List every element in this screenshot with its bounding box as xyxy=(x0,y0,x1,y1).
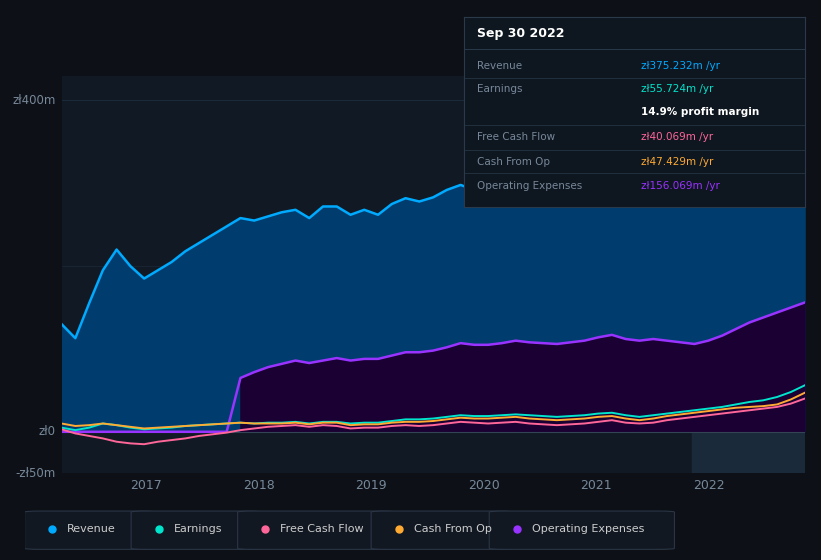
Text: zł47.429m /yr: zł47.429m /yr xyxy=(641,156,713,166)
Text: zł0: zł0 xyxy=(39,425,56,438)
Bar xyxy=(692,76,821,473)
Text: zł40.069m /yr: zł40.069m /yr xyxy=(641,132,713,142)
Text: 14.9% profit margin: 14.9% profit margin xyxy=(641,107,759,117)
FancyBboxPatch shape xyxy=(371,511,514,549)
Text: Free Cash Flow: Free Cash Flow xyxy=(280,524,364,534)
Text: Operating Expenses: Operating Expenses xyxy=(532,524,644,534)
Text: Revenue: Revenue xyxy=(67,524,116,534)
FancyBboxPatch shape xyxy=(489,511,674,549)
Text: zł156.069m /yr: zł156.069m /yr xyxy=(641,181,720,192)
Text: Cash From Op: Cash From Op xyxy=(414,524,492,534)
Text: Sep 30 2022: Sep 30 2022 xyxy=(478,27,565,40)
FancyBboxPatch shape xyxy=(237,511,396,549)
FancyBboxPatch shape xyxy=(131,511,263,549)
Text: Operating Expenses: Operating Expenses xyxy=(478,181,583,192)
Text: Revenue: Revenue xyxy=(478,61,523,71)
FancyBboxPatch shape xyxy=(25,511,156,549)
Text: zł375.232m /yr: zł375.232m /yr xyxy=(641,61,720,71)
Text: Earnings: Earnings xyxy=(173,524,222,534)
Text: zł400m: zł400m xyxy=(12,94,56,107)
Text: -zł50m: -zł50m xyxy=(16,466,56,480)
Text: zł55.724m /yr: zł55.724m /yr xyxy=(641,84,713,94)
Text: Cash From Op: Cash From Op xyxy=(478,156,551,166)
Text: Free Cash Flow: Free Cash Flow xyxy=(478,132,556,142)
Text: Earnings: Earnings xyxy=(478,84,523,94)
